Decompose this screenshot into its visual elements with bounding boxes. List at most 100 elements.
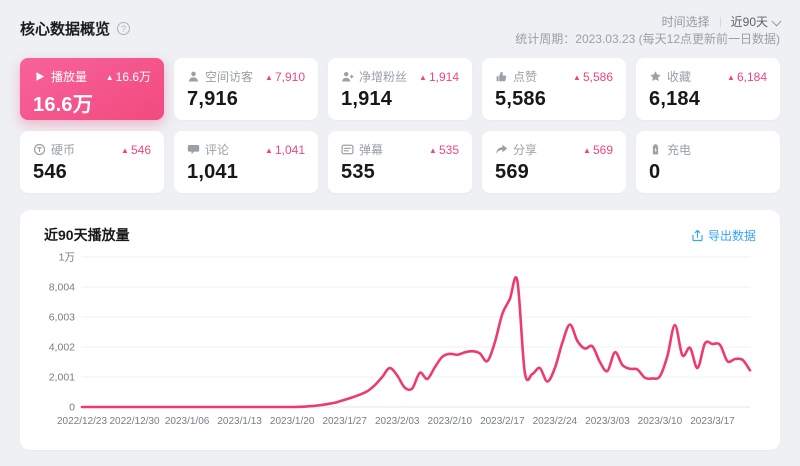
coin-icon	[33, 143, 46, 156]
time-filter-label: 时间选择	[661, 15, 710, 29]
visitor-icon	[188, 71, 199, 82]
stat-value: 16.6万	[33, 94, 93, 116]
chart-title: 近90天播放量	[44, 227, 130, 243]
stat-label: 净增粉丝	[359, 70, 408, 84]
play-count-series-line	[80, 276, 752, 409]
stat-period-note: 统计周期：2023.03.23 (每天12点更新前一日数据)	[515, 32, 780, 46]
stat-label: 点赞	[513, 70, 538, 84]
stat-card-header: 弹幕 ▲ 535	[341, 141, 459, 158]
export-icon	[692, 229, 703, 241]
stat-card-header: 点赞 ▲ 5,586	[495, 68, 613, 85]
stat-label-group: 点赞	[495, 68, 537, 85]
help-icon[interactable]: ?	[117, 22, 131, 35]
svg-text:0: 0	[69, 402, 75, 414]
stat-label: 评论	[205, 143, 230, 157]
stat-label-group: 收藏	[649, 68, 691, 85]
stat-card-6[interactable]: 评论 ▲ 1,041 1,041	[174, 131, 318, 193]
delta-badge: ▲ 1,041	[265, 143, 305, 157]
stat-card-5[interactable]: 硬币 ▲ 546 546	[20, 131, 164, 193]
delta-badge: ▲ 7,910	[265, 70, 305, 84]
svg-text:2023/3/03: 2023/3/03	[585, 416, 630, 427]
stat-card-header: 播放量 ▲ 16.6万	[33, 68, 151, 85]
stat-value: 1,914	[341, 88, 393, 110]
stat-card-8[interactable]: 分享 ▲ 569 569	[482, 131, 626, 193]
stat-label: 播放量	[51, 70, 88, 84]
share-icon	[496, 144, 508, 154]
chart-card: 近90天播放量 导出数据 0 2,001 4,002 6,003 8,004 1万 2022…	[20, 210, 780, 450]
svg-text:6,003: 6,003	[49, 312, 75, 324]
stat-value: 5,586	[495, 88, 547, 110]
svg-text:2023/3/17: 2023/3/17	[690, 416, 735, 427]
stats-grid: 播放量 ▲ 16.6万 16.6万 空间访客 ▲ 7,910 7,916 净增粉丝 ▲ 1,914 1…	[20, 58, 780, 193]
stat-card-7[interactable]: 弹幕 ▲ 535 535	[328, 131, 472, 193]
delta-value: 16.6万	[115, 70, 151, 84]
delta-value: 1,041	[274, 142, 305, 157]
play-icon	[36, 72, 45, 81]
svg-text:1万: 1万	[59, 252, 75, 264]
stat-label-group: 分享	[495, 141, 537, 158]
stat-label: 充电	[667, 143, 692, 157]
up-arrow-icon: ▲	[419, 72, 427, 82]
delta-value: 6,184	[736, 69, 767, 84]
time-range-select[interactable]: 近90天	[731, 15, 782, 29]
stat-label: 弹幕	[359, 143, 384, 157]
y-axis-labels: 0 2,001 4,002 6,003 8,004 1万	[49, 252, 75, 414]
export-data-button[interactable]: 导出数据	[691, 227, 756, 244]
charge-icon	[652, 144, 659, 155]
stat-value: 569	[495, 161, 529, 183]
svg-text:2023/1/06: 2023/1/06	[165, 416, 210, 427]
stat-card-3[interactable]: 点赞 ▲ 5,586 5,586	[482, 58, 626, 120]
like-icon	[496, 71, 507, 82]
svg-text:2023/1/20: 2023/1/20	[270, 416, 315, 427]
stat-value: 535	[341, 161, 375, 183]
up-arrow-icon: ▲	[105, 73, 114, 82]
stat-value: 6,184	[649, 88, 701, 110]
y-grid	[82, 256, 750, 408]
stat-label: 空间访客	[205, 70, 254, 84]
divider	[719, 17, 721, 27]
line-chart: 0 2,001 4,002 6,003 8,004 1万 2022/12/23 2022/12…	[49, 252, 752, 427]
delta-badge: ▲ 546	[121, 143, 151, 157]
stat-card-1[interactable]: 空间访客 ▲ 7,910 7,916	[174, 58, 318, 120]
stat-value: 7,916	[187, 88, 239, 110]
stat-card-header: 充电	[649, 141, 767, 158]
svg-text:2023/2/17: 2023/2/17	[480, 416, 525, 427]
svg-text:2023/1/13: 2023/1/13	[217, 416, 262, 427]
svg-text:2023/3/10: 2023/3/10	[638, 416, 683, 427]
delta-value: 1,914	[428, 69, 459, 84]
svg-text:2023/2/10: 2023/2/10	[428, 416, 473, 427]
fans-icon	[342, 71, 354, 82]
delta-badge: ▲ 6,184	[727, 70, 767, 84]
stat-value: 1,041	[187, 161, 239, 183]
up-arrow-icon: ▲	[265, 145, 273, 155]
chevron-down-icon	[771, 16, 782, 27]
svg-text:4,002: 4,002	[49, 342, 75, 354]
stat-card-0[interactable]: 播放量 ▲ 16.6万 16.6万	[20, 58, 164, 120]
stat-card-header: 空间访客 ▲ 7,910	[187, 68, 305, 85]
stat-label-group: 弹幕	[341, 141, 383, 158]
up-arrow-icon: ▲	[429, 145, 437, 155]
stat-label: 硬币	[51, 143, 76, 157]
stat-card-2[interactable]: 净增粉丝 ▲ 1,914 1,914	[328, 58, 472, 120]
stat-label: 收藏	[667, 70, 692, 84]
delta-value: 535	[438, 142, 459, 157]
stat-card-9[interactable]: 充电 0	[636, 131, 780, 193]
stat-label-group: 播放量	[33, 68, 87, 85]
stat-card-header: 收藏 ▲ 6,184	[649, 68, 767, 85]
stat-label-group: 硬币	[33, 141, 75, 158]
delta-value: 7,910	[274, 69, 305, 84]
stat-label-group: 评论	[187, 141, 229, 158]
delta-badge: ▲ 16.6万	[106, 68, 151, 85]
danmaku-icon	[341, 144, 354, 155]
time-filter-row: 时间选择 近90天	[515, 14, 782, 31]
stat-value: 546	[33, 161, 67, 183]
svg-text:8,004: 8,004	[49, 282, 75, 294]
up-arrow-icon: ▲	[573, 72, 581, 82]
delta-value: 5,586	[582, 69, 613, 84]
stat-card-4[interactable]: 收藏 ▲ 6,184 6,184	[636, 58, 780, 120]
svg-text:2,001: 2,001	[49, 372, 75, 384]
stat-card-header: 分享 ▲ 569	[495, 141, 613, 158]
up-arrow-icon: ▲	[265, 72, 273, 82]
x-axis-labels: 2022/12/23 2022/12/30 2023/1/06 2023/1/13 20…	[57, 416, 735, 427]
stat-value: 0	[649, 161, 661, 183]
